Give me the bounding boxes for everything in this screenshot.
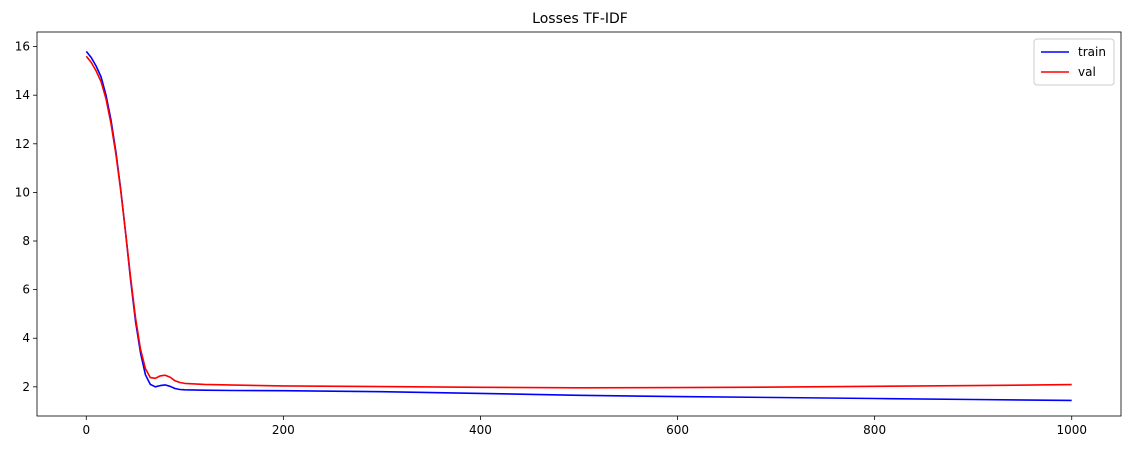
- y-tick-label: 10: [15, 185, 30, 199]
- y-axis: 2 4 6 8 10 12 14 16: [15, 40, 37, 394]
- chart-title: Losses TF-IDF: [532, 11, 628, 27]
- x-tick-label: 0: [82, 423, 90, 437]
- y-tick-label: 8: [22, 234, 30, 248]
- x-tick-label: 1000: [1056, 423, 1087, 437]
- legend: train val: [1033, 38, 1115, 86]
- x-tick-label: 800: [863, 423, 886, 437]
- y-tick-label: 12: [15, 137, 30, 151]
- legend-box: [1033, 38, 1115, 86]
- series-line-val: [85, 55, 1072, 389]
- y-tick-label: 14: [15, 88, 30, 102]
- y-tick-label: 2: [22, 380, 30, 394]
- series-line-train: [85, 50, 1072, 402]
- legend-label-val: val: [1078, 65, 1096, 79]
- plot-frame: [36, 31, 1122, 417]
- x-tick-label: 200: [272, 423, 295, 437]
- y-tick-label: 6: [22, 283, 30, 297]
- x-tick-label: 600: [666, 423, 689, 437]
- y-tick-label: 4: [22, 331, 30, 345]
- x-axis: 0 200 400 600 800 1000: [82, 416, 1087, 437]
- y-tick-label: 16: [15, 40, 30, 54]
- series-group: [85, 50, 1072, 402]
- plot-area: [36, 31, 1122, 417]
- legend-label-train: train: [1078, 45, 1106, 59]
- x-tick-label: 400: [469, 423, 492, 437]
